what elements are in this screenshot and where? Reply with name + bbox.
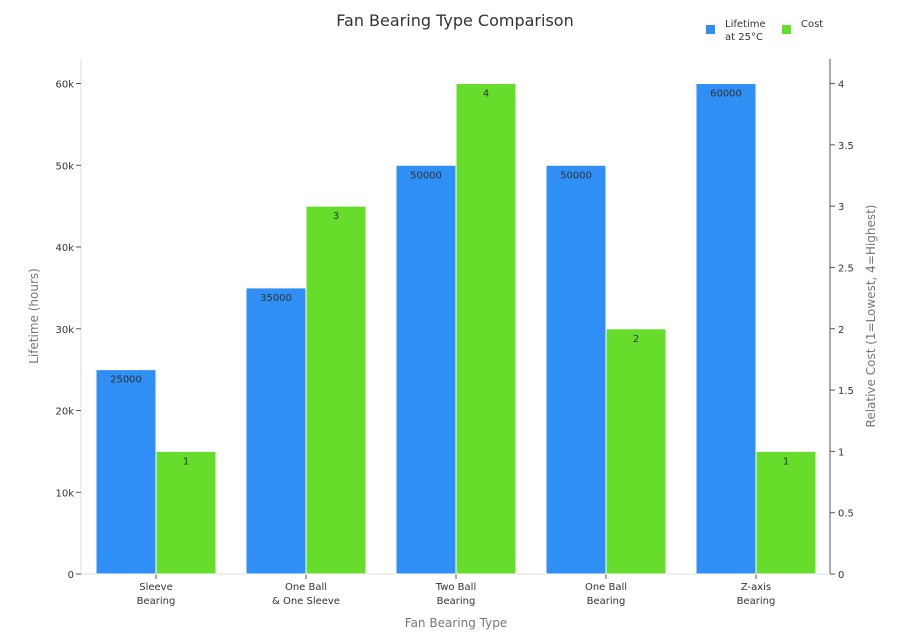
y-tick-label-right: 2 [838,325,844,336]
y-tick-label-left: 20k [55,407,74,418]
legend-swatch [782,25,791,34]
bar-cost [605,328,667,575]
y-tick-label-right: 4 [838,80,844,91]
bar-lifetime [245,287,307,575]
x-tick-label: Bearing [737,596,776,607]
bar-cost [155,450,217,575]
x-tick-label: One Ball [285,582,327,593]
data-label: 4 [483,89,489,100]
y-tick-label-left: 50k [55,161,74,172]
data-label: 50000 [560,170,592,181]
legend-label: Cost [801,19,823,30]
y-tick-label-left: 30k [55,325,74,336]
y-axis-label-left: Lifetime (hours) [27,268,41,364]
bar-cost [305,205,367,575]
x-tick-label: Bearing [437,596,476,607]
y-tick-label-right: 3.5 [838,141,854,152]
legend-label: Lifetime [725,19,766,30]
data-label: 60000 [710,89,742,100]
y-tick-label-right: 0 [838,570,844,581]
bar-lifetime [695,83,757,575]
y-tick-label-left: 60k [55,80,74,91]
y-tick-label-left: 10k [55,488,74,499]
bar-lifetime [395,164,457,575]
bar-lifetime [545,164,607,575]
data-label: 35000 [260,293,292,304]
x-tick-label: Z-axis [741,582,771,593]
bar-cost [455,83,517,575]
y-tick-label-right: 1 [838,447,844,458]
data-label: 50000 [410,170,442,181]
data-label: 3 [333,211,339,222]
x-tick-label: Bearing [137,596,176,607]
x-tick-label: & One Sleeve [272,596,340,607]
data-label: 1 [783,456,789,467]
y-tick-label-left: 0 [68,570,74,581]
x-tick-label: Two Ball [435,582,476,593]
legend-label: at 25°C [725,32,763,43]
legend-swatch [706,25,715,34]
x-axis-label: Fan Bearing Type [405,616,507,630]
x-tick-label: Bearing [587,596,626,607]
y-tick-label-right: 2.5 [838,263,854,274]
x-tick-label: Sleeve [139,582,173,593]
bar-cost [755,450,817,575]
data-label: 2 [633,334,639,345]
data-label: 1 [183,456,189,467]
y-tick-label-right: 0.5 [838,509,854,520]
bar-lifetime [95,369,157,575]
y-axis-label-right: Relative Cost (1=Lowest, 4=Highest) [864,205,878,428]
y-tick-label-right: 1.5 [838,386,854,397]
data-label: 25000 [110,375,142,386]
y-tick-label-left: 40k [55,243,74,254]
x-tick-label: One Ball [585,582,627,593]
chart-title: Fan Bearing Type Comparison [336,11,573,30]
y-tick-label-right: 3 [838,202,844,213]
